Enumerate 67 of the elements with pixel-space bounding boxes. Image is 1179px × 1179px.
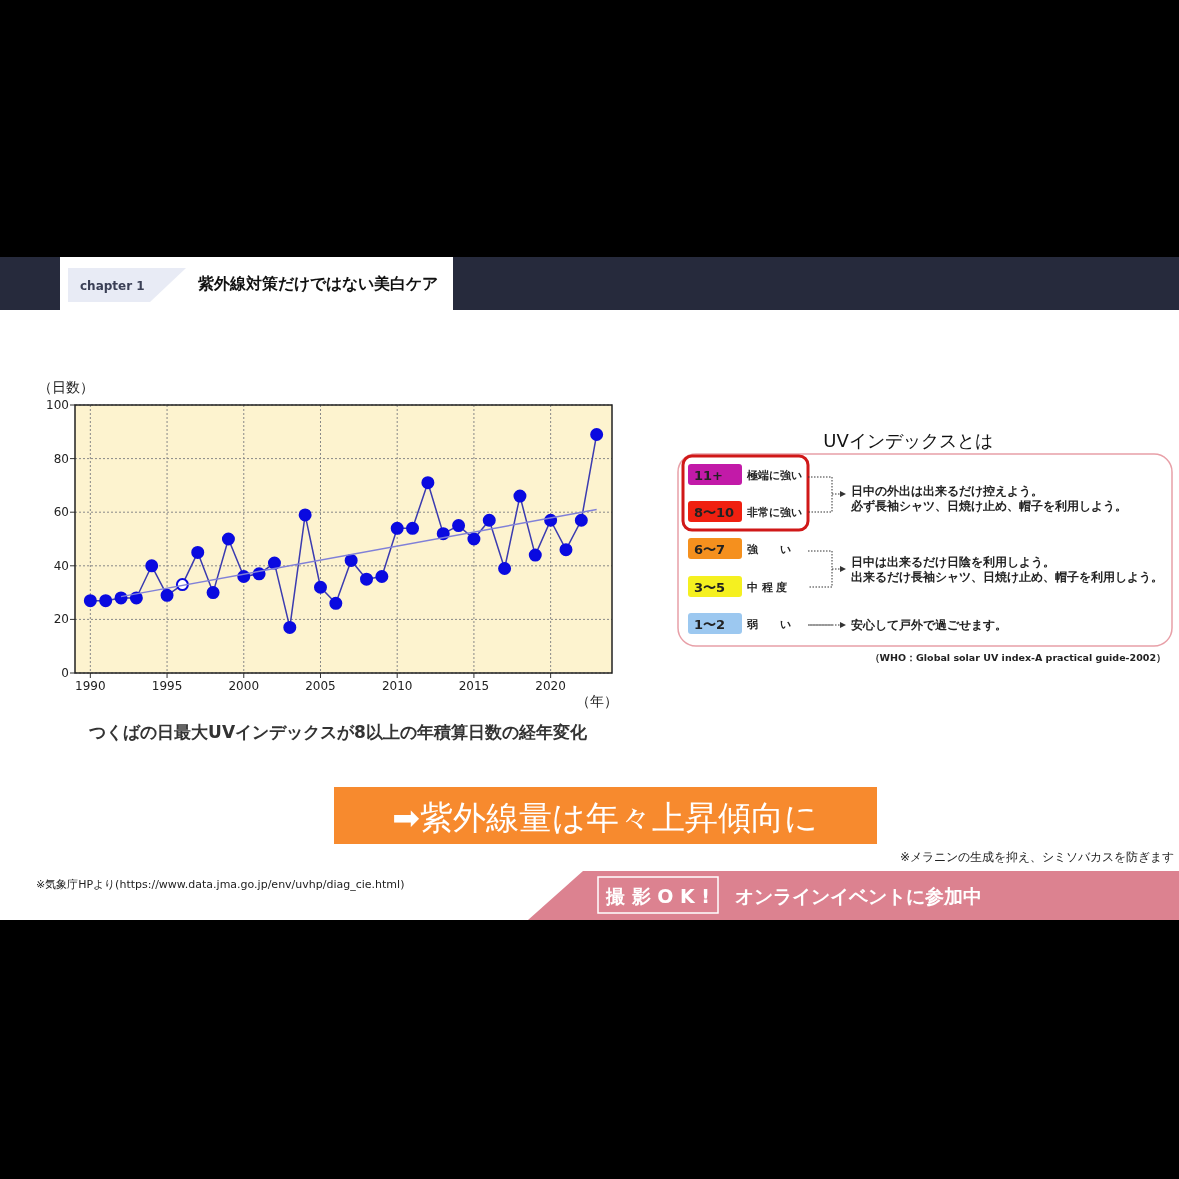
- point: [467, 532, 481, 546]
- category-label: 1〜2: [694, 617, 726, 632]
- point: [452, 519, 466, 533]
- text: 紫外線対策だけではない美白ケア: [197, 274, 438, 293]
- y-tick-label: 60: [53, 505, 69, 520]
- text: オンラインイベントに参加中: [735, 885, 982, 907]
- point: [482, 513, 496, 527]
- point: [267, 556, 281, 570]
- point: [528, 548, 542, 562]
- x-axis-title: （年）: [576, 693, 618, 709]
- text: ※気象庁HPより(https://www.data.jma.go.jp/env/uvhp/diag_cie.html): [36, 878, 405, 891]
- point: [221, 532, 235, 546]
- text: 安心して戸外で過ごせます。: [851, 618, 1007, 632]
- y-tick-label: 80: [53, 451, 69, 466]
- category-label: 11+: [694, 468, 723, 483]
- point: [513, 489, 527, 503]
- point: [298, 508, 312, 522]
- x-tick-label: 2015: [458, 679, 490, 693]
- x-tick-label: 1995: [151, 679, 183, 693]
- point: [498, 561, 512, 575]
- text: ➡紫外線量は年々上昇傾向に: [392, 798, 818, 837]
- text: 極端に強い: [746, 469, 802, 481]
- point: [406, 521, 420, 535]
- point: [360, 572, 374, 586]
- text: 中 程 度: [747, 581, 788, 593]
- category-label: 6〜7: [694, 542, 726, 557]
- point: [145, 559, 159, 573]
- point: [559, 543, 573, 557]
- point: [344, 553, 358, 567]
- text: つくばの日最大UVインデックスが8以上の年積算日数の経年変化: [88, 722, 588, 742]
- y-axis-title: （日数）: [38, 379, 94, 395]
- point: [329, 596, 343, 610]
- point: [206, 586, 220, 600]
- y-tick-label: 40: [53, 558, 69, 573]
- y-tick-label: 100: [46, 398, 69, 412]
- point: [574, 513, 588, 527]
- text: 日中の外出は出来るだけ控えよう。: [851, 484, 1043, 498]
- x-tick-label: 2000: [228, 679, 260, 693]
- text: 撮 影 O K !: [605, 885, 710, 907]
- x-tick-label: 2005: [305, 679, 336, 693]
- x-tick-label: 2010: [381, 679, 413, 693]
- text: chapter 1: [80, 279, 145, 293]
- text: 強 い: [747, 543, 791, 555]
- point: [83, 594, 97, 608]
- category-label: 8〜10: [694, 505, 735, 520]
- text: 弱 い: [746, 618, 791, 630]
- text: 出来るだけ長袖シャツ、日焼け止め、帽子を利用しよう。: [851, 570, 1163, 584]
- point: [283, 620, 297, 634]
- category-label: 3〜5: [694, 580, 726, 595]
- point: [390, 521, 404, 535]
- text: UVインデックスとは: [823, 430, 993, 451]
- point: [313, 580, 327, 594]
- y-tick-label: 0: [61, 666, 69, 680]
- x-tick-label: 1990: [75, 679, 106, 693]
- point: [191, 545, 205, 559]
- text: ※メラニンの生成を抑え、シミソバカスを防ぎます: [899, 850, 1174, 864]
- point: [375, 570, 389, 584]
- text: （WHO：Global solar UV index-A practical guide-2002）: [869, 652, 1166, 663]
- point: [99, 594, 113, 608]
- x-tick-label: 2020: [535, 679, 566, 693]
- text: 日中は出来るだけ日陰を利用しよう。: [851, 555, 1055, 569]
- point: [160, 588, 174, 602]
- text: 非常に強い: [746, 506, 802, 518]
- point: [590, 427, 604, 441]
- point: [421, 476, 435, 490]
- y-tick-label: 20: [53, 612, 69, 627]
- text: 必ず長袖シャツ、日焼け止め、帽子を利用しよう。: [850, 499, 1127, 513]
